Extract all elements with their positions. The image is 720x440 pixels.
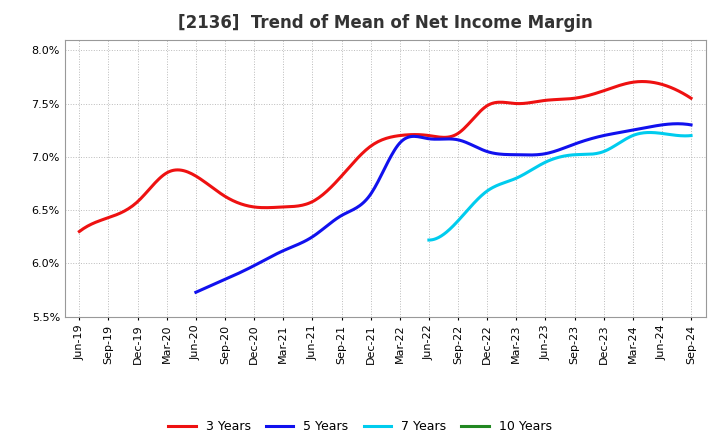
Line: 5 Years: 5 Years: [196, 124, 691, 292]
5 Years: [486, 150, 495, 155]
5 Years: [673, 121, 682, 126]
3 Years: [449, 133, 458, 138]
5 Years: [640, 125, 649, 131]
3 Years: [590, 91, 599, 96]
5 Years: [192, 290, 200, 295]
7 Years: [580, 152, 589, 157]
Line: 3 Years: 3 Years: [79, 81, 691, 231]
3 Years: [77, 227, 86, 233]
7 Years: [687, 133, 696, 138]
3 Years: [75, 229, 84, 234]
7 Years: [426, 238, 434, 243]
5 Years: [495, 151, 503, 157]
5 Years: [609, 131, 618, 136]
3 Years: [638, 79, 647, 84]
Legend: 3 Years, 5 Years, 7 Years, 10 Years: 3 Years, 5 Years, 7 Years, 10 Years: [163, 415, 557, 438]
3 Years: [437, 135, 446, 140]
7 Years: [647, 130, 655, 135]
5 Years: [687, 122, 696, 128]
3 Years: [439, 135, 448, 140]
5 Years: [193, 289, 202, 294]
5 Years: [485, 150, 493, 155]
Title: [2136]  Trend of Mean of Net Income Margin: [2136] Trend of Mean of Net Income Margi…: [178, 15, 593, 33]
7 Years: [663, 132, 672, 137]
Line: 7 Years: 7 Years: [429, 132, 691, 240]
3 Years: [687, 95, 696, 101]
7 Years: [425, 238, 433, 243]
3 Years: [629, 80, 638, 85]
7 Years: [580, 152, 588, 157]
7 Years: [585, 152, 594, 157]
7 Years: [646, 130, 654, 135]
